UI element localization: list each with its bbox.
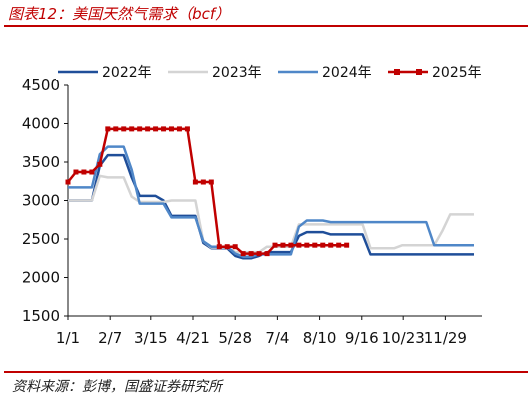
y-tick-label: 4000 xyxy=(22,115,60,133)
legend-bg xyxy=(276,62,380,80)
source-note: 资料来源：彭博，国盛证券研究所 xyxy=(12,379,222,395)
data-point xyxy=(256,251,262,257)
data-point xyxy=(121,126,127,132)
legend-label: 2023年 xyxy=(212,65,262,81)
data-point xyxy=(97,161,103,167)
data-point xyxy=(176,126,182,132)
data-point xyxy=(232,244,238,250)
data-point xyxy=(288,242,294,248)
data-point xyxy=(200,179,206,185)
data-point xyxy=(65,179,71,185)
x-tick-label: 1/1 xyxy=(56,329,80,347)
legend-label: 2024年 xyxy=(322,65,372,81)
data-point xyxy=(153,126,159,132)
y-tick-label: 2500 xyxy=(22,230,60,248)
y-tick-label: 3000 xyxy=(22,192,60,210)
y-tick-label: 4500 xyxy=(22,76,60,94)
x-tick-label: 7/4 xyxy=(265,329,289,347)
x-tick-label: 2/7 xyxy=(98,329,122,347)
series-line xyxy=(68,174,474,254)
legend-marker xyxy=(394,69,400,75)
x-tick-label: 5/28 xyxy=(218,329,252,347)
legend-label: 2025年 xyxy=(432,65,482,81)
data-point xyxy=(137,126,143,132)
data-point xyxy=(161,126,167,132)
y-tick-label: 2000 xyxy=(22,269,60,287)
data-point xyxy=(280,242,286,248)
data-point xyxy=(192,179,198,185)
y-tick-label: 1500 xyxy=(22,307,60,325)
chart-series xyxy=(65,126,474,260)
chart-legend: 2022年 2023年 2024年 2025年 xyxy=(56,62,490,81)
legend-bg xyxy=(166,62,270,80)
data-point xyxy=(336,242,342,248)
data-point xyxy=(328,242,334,248)
data-point xyxy=(216,244,222,250)
legend-bg xyxy=(56,62,160,80)
data-point xyxy=(145,126,151,132)
data-point xyxy=(264,251,270,257)
y-tick-label: 3500 xyxy=(22,153,60,171)
data-point xyxy=(320,242,326,248)
series-line xyxy=(68,153,474,260)
x-tick-label: 9/16 xyxy=(345,329,379,347)
legend-label: 2022年 xyxy=(102,65,152,81)
legend-bg xyxy=(386,62,490,80)
footer-rule xyxy=(4,371,528,373)
chart-axes: 1500 2000 2500 3000 3500 4000 4500 1/1 2/7 3/15 4/… xyxy=(22,76,482,347)
data-point xyxy=(81,169,87,175)
data-point xyxy=(304,242,310,248)
title-rule xyxy=(4,25,528,27)
x-tick-label: 3/15 xyxy=(134,329,168,347)
data-point xyxy=(129,126,135,132)
data-point xyxy=(344,242,350,248)
data-point xyxy=(312,242,318,248)
data-point xyxy=(73,169,79,175)
data-point xyxy=(89,169,95,175)
data-point xyxy=(105,126,111,132)
x-tick-label: 4/21 xyxy=(176,329,210,347)
x-tick-label: 8/10 xyxy=(303,329,337,347)
data-point xyxy=(208,179,214,185)
legend-marker xyxy=(416,69,422,75)
series-line xyxy=(68,145,474,258)
data-point xyxy=(224,244,230,250)
data-point xyxy=(169,126,174,132)
chart-title: 图表12：美国天然气需求（bcf） xyxy=(8,5,231,23)
data-point xyxy=(113,126,119,132)
line-chart: 1500 2000 2500 3000 3500 4000 4500 1/1 2/7 3/15 4/… xyxy=(21,62,490,347)
data-point xyxy=(296,242,302,248)
data-point xyxy=(248,251,254,257)
x-tick-label: 11/29 xyxy=(424,329,467,347)
data-point xyxy=(184,126,190,132)
x-tick-label: 10/23 xyxy=(382,329,425,347)
data-point xyxy=(272,242,278,248)
data-point xyxy=(240,251,246,257)
